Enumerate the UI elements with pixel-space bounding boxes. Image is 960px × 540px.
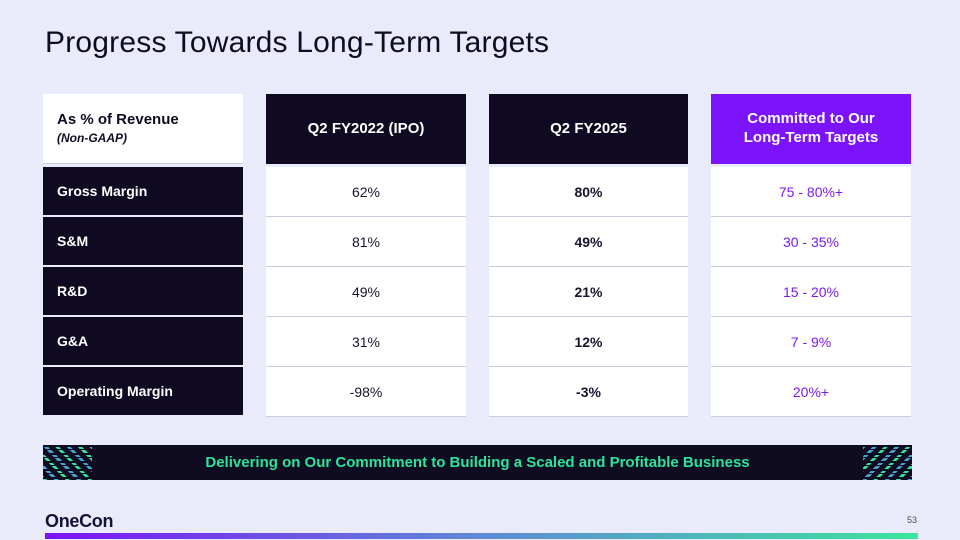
commitment-banner: Delivering on Our Commitment to Building… <box>43 445 912 480</box>
row-label-sm: S&M <box>43 217 243 267</box>
page-number: 53 <box>906 515 917 525</box>
hatch-pattern-left <box>43 445 92 480</box>
hatch-pattern-right <box>863 445 912 480</box>
page-title: Progress Towards Long-Term Targets <box>45 26 550 59</box>
header-metric-title: As % of Revenue <box>57 111 179 129</box>
onecon-logo: OneCon <box>45 511 114 531</box>
cell-target-operating-margin: 20%+ <box>711 367 911 417</box>
banner-text: Delivering on Our Commitment to Building… <box>205 454 750 471</box>
cell-target-ga: 7 - 9% <box>711 317 911 367</box>
cell-target-gross-margin: 75 - 80%+ <box>711 167 911 217</box>
cell-ipo-sm: 81% <box>266 217 466 267</box>
header-metric-subtitle: (Non-GAAP) <box>57 130 127 145</box>
cell-ipo-ga: 31% <box>266 317 466 367</box>
cell-ipo-gross-margin: 62% <box>266 167 466 217</box>
cell-fy2025-rd: 21% <box>489 267 688 317</box>
row-label-operating-margin: Operating Margin <box>43 367 243 417</box>
row-label-ga: G&A <box>43 317 243 367</box>
cell-fy2025-sm: 49% <box>489 217 688 267</box>
header-q2-fy2022: Q2 FY2022 (IPO) <box>266 94 466 164</box>
table-body: Gross Margin 62% 80% 75 - 80%+ S&M 81% 4… <box>43 167 911 417</box>
header-q2-fy2025: Q2 FY2025 <box>489 94 688 164</box>
row-label-rd: R&D <box>43 267 243 317</box>
row-label-gross-margin: Gross Margin <box>43 167 243 217</box>
cell-fy2025-operating-margin: -3% <box>489 367 688 417</box>
cell-fy2025-gross-margin: 80% <box>489 167 688 217</box>
header-long-term-targets: Committed to Our Long-Term Targets <box>711 94 911 164</box>
cell-target-rd: 15 - 20% <box>711 267 911 317</box>
table-header-row: As % of Revenue (Non-GAAP) Q2 FY2022 (IP… <box>43 94 911 164</box>
footer-gradient-bar <box>45 533 918 539</box>
header-metric: As % of Revenue (Non-GAAP) <box>43 94 243 164</box>
cell-ipo-operating-margin: -98% <box>266 367 466 417</box>
cell-target-sm: 30 - 35% <box>711 217 911 267</box>
cell-ipo-rd: 49% <box>266 267 466 317</box>
cell-fy2025-ga: 12% <box>489 317 688 367</box>
